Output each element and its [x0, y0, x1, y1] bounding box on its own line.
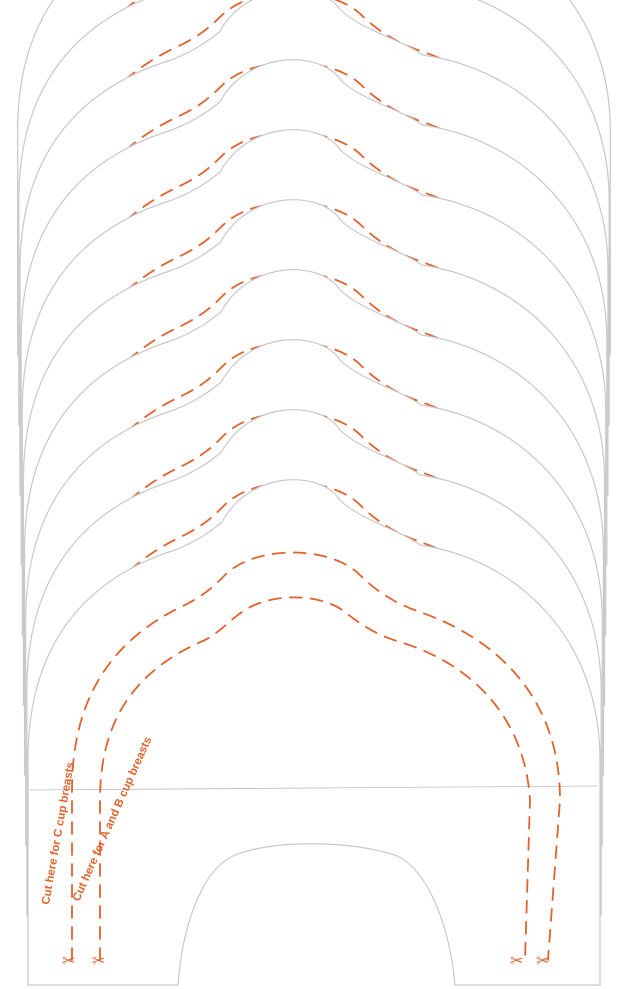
scissors-icon: ✂ — [536, 953, 549, 970]
scissors-icon: ✂ — [62, 953, 75, 970]
scissors-icon: ✂ — [510, 953, 523, 970]
front-sheet: Cut here for C cup breasts Cut here for … — [27, 479, 601, 986]
scissors-icon: ✂ — [92, 953, 105, 970]
release-liner-split-line — [29, 785, 599, 791]
